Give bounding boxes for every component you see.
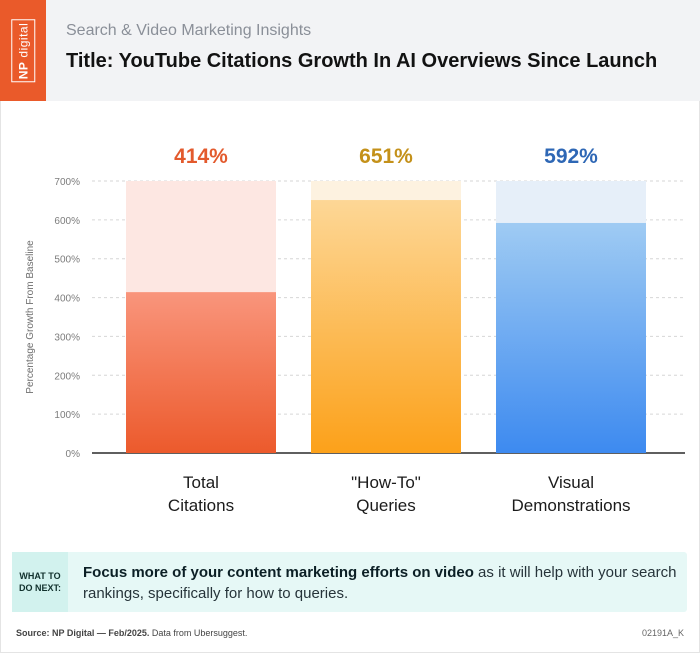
bar bbox=[126, 292, 276, 453]
what-to-do-next-callout: WHAT TO DO NEXT: Focus more of your conte… bbox=[12, 552, 687, 612]
bar-value-label: 414% bbox=[174, 145, 228, 168]
brand-logo: NPdigital bbox=[0, 0, 46, 101]
x-category-label: "How-To" bbox=[351, 473, 421, 492]
callout-tag-line1: WHAT TO bbox=[19, 571, 61, 581]
bar bbox=[311, 200, 461, 453]
y-tick-label: 700% bbox=[54, 177, 80, 188]
callout-rest: as it will help with your search ranking… bbox=[83, 564, 677, 602]
logo-mark: NPdigital bbox=[11, 19, 35, 82]
callout-emphasis: Focus more of your content marketing eff… bbox=[83, 564, 474, 581]
x-category-label: Total bbox=[183, 473, 219, 492]
source-note: Source: NP Digital — Feb/2025. Data from… bbox=[16, 628, 248, 638]
callout-tag: WHAT TO DO NEXT: bbox=[12, 552, 68, 612]
y-tick-label: 400% bbox=[54, 294, 80, 305]
y-tick-label: 600% bbox=[54, 216, 80, 227]
callout-tag-line2: DO NEXT: bbox=[18, 583, 61, 593]
y-tick-label: 100% bbox=[54, 410, 80, 421]
kicker-subtitle: Search & Video Marketing Insights bbox=[66, 22, 312, 39]
x-category-label: Citations bbox=[168, 496, 234, 515]
bar-value-label: 651% bbox=[359, 145, 413, 168]
callout-text: Focus more of your content marketing eff… bbox=[83, 562, 683, 604]
y-tick-label: 200% bbox=[54, 371, 80, 382]
page-title: Title: YouTube Citations Growth In AI Ov… bbox=[66, 50, 658, 72]
x-category-label: Visual bbox=[548, 473, 594, 492]
x-category-label: Queries bbox=[356, 496, 416, 515]
y-tick-label: 500% bbox=[54, 255, 80, 266]
header: NPdigital Search & Video Marketing Insig… bbox=[0, 0, 700, 101]
y-axis-title: Percentage Growth From Baseline bbox=[25, 240, 36, 394]
bar-chart: 0% 100% 200% 300% 400% 500% 600% 700% Percentage… bbox=[25, 145, 685, 515]
chart-code: 02191A_K bbox=[641, 628, 684, 638]
bar bbox=[496, 222, 646, 453]
y-tick-label: 0% bbox=[66, 449, 81, 460]
y-tick-label: 300% bbox=[54, 332, 80, 343]
bar-value-label: 592% bbox=[544, 145, 598, 168]
x-category-label: Demonstrations bbox=[511, 496, 630, 515]
